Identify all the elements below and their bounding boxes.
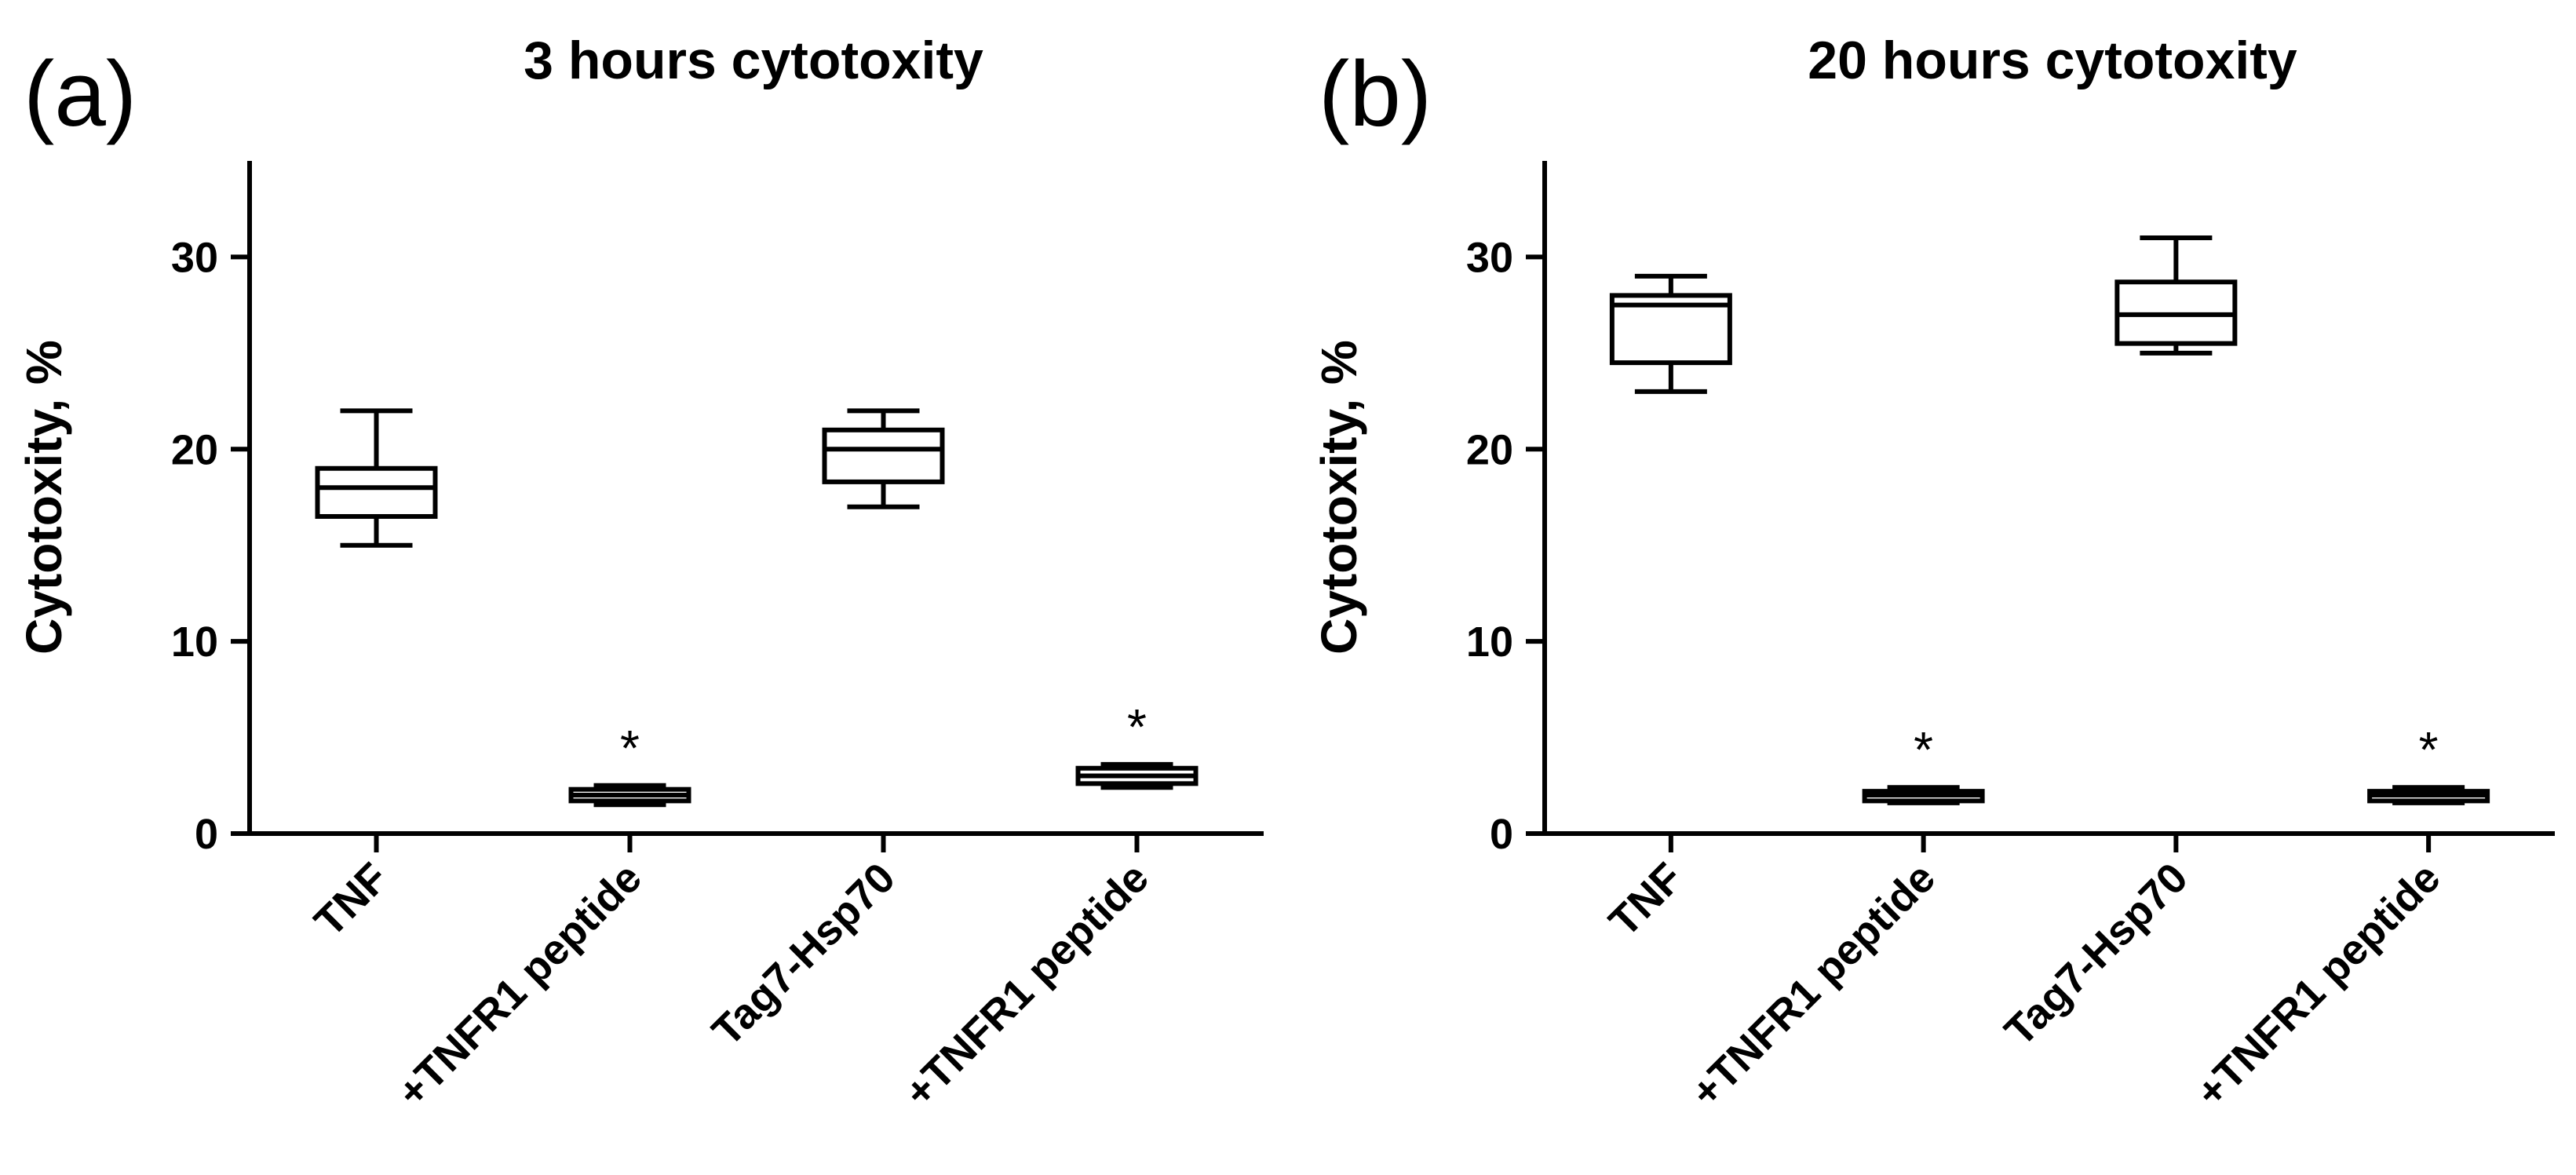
box-plot: *: [568, 720, 691, 808]
y-tick-label: 0: [195, 811, 218, 858]
x-tick-label: +TNFR1 peptide: [896, 854, 1158, 1116]
box-iqr: [822, 427, 945, 484]
y-axis-label: Cytotoxity, %: [1311, 340, 1367, 655]
box-plot: *: [2367, 721, 2490, 805]
y-tick-label: 20: [171, 426, 218, 473]
x-tick-label: +TNFR1 peptide: [389, 854, 651, 1116]
box-plot: [822, 408, 945, 509]
y-tick-label: 20: [1466, 426, 1513, 473]
panel-letter: (b): [1319, 42, 1432, 146]
y-axis-label: Cytotoxity, %: [16, 340, 72, 655]
panel-letter: (a): [24, 42, 137, 146]
x-tick-label: TNF: [1600, 854, 1692, 946]
chart-panel-a: (a) 3 hours cytotoxity 0 10 20 30 Cytotoxity, …: [16, 31, 1264, 1116]
x-tick-label: +TNFR1 peptide: [1682, 854, 1944, 1116]
x-tick-label: +TNFR1 peptide: [2187, 854, 2449, 1116]
x-tick-label: TNF: [305, 854, 397, 946]
x-tick-label: Tag7-Hsp70: [703, 854, 904, 1055]
significance-asterisk: *: [2419, 721, 2439, 778]
box-plot: [315, 408, 438, 548]
box-iqr: [315, 465, 438, 519]
box-plot: *: [1075, 699, 1199, 790]
x-tick-label: Tag7-Hsp70: [1996, 854, 2197, 1055]
significance-asterisk: *: [1127, 699, 1147, 755]
significance-asterisk: *: [620, 720, 640, 776]
chart-title: 3 hours cytotoxity: [524, 31, 983, 90]
box-plot: *: [1862, 721, 1985, 805]
y-tick-label: 30: [171, 234, 218, 281]
chart-title: 20 hours cytotoxity: [1808, 31, 2297, 90]
box-plot: [1609, 273, 1732, 394]
y-tick-label: 10: [171, 619, 218, 666]
significance-asterisk: *: [1914, 721, 1933, 778]
y-tick-label: 10: [1466, 619, 1513, 666]
y-tick-label: 30: [1466, 234, 1513, 281]
y-tick-label: 0: [1490, 811, 1513, 858]
box-plot: [2114, 235, 2238, 356]
chart-panel-b: (b) 20 hours cytotoxity 0 10 20 30 Cytotoxity,…: [1311, 31, 2555, 1116]
